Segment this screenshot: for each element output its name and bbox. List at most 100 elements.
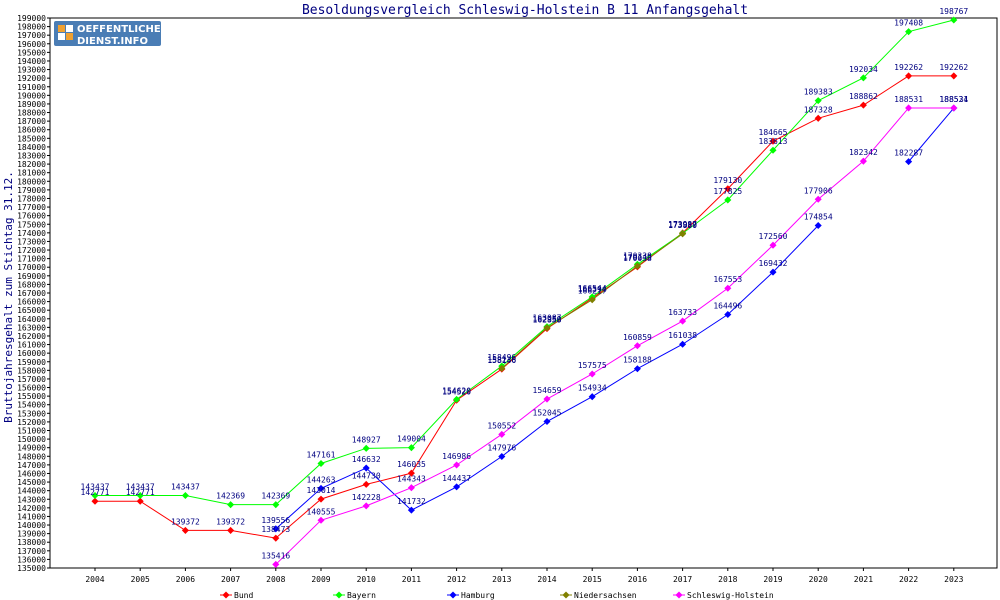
data-point-bayern bbox=[272, 501, 280, 509]
data-label-bund: 146035 bbox=[397, 460, 426, 469]
y-tick-label: 188000 bbox=[17, 109, 46, 118]
data-label-hamburg: 164496 bbox=[713, 302, 742, 311]
y-tick-label: 180000 bbox=[17, 177, 46, 186]
x-tick-label: 2013 bbox=[492, 575, 511, 584]
chart-title: Besoldungsvergleich Schleswig-Holstein B… bbox=[302, 3, 748, 18]
y-tick-label: 182000 bbox=[17, 160, 46, 169]
y-tick-label: 143000 bbox=[17, 495, 46, 504]
data-point-schleswig-holstein bbox=[679, 317, 687, 325]
data-label-bayern: 192034 bbox=[849, 65, 878, 74]
data-point-bund bbox=[272, 534, 280, 542]
data-label-bayern: 189383 bbox=[804, 88, 833, 97]
x-tick-label: 2011 bbox=[402, 575, 421, 584]
y-tick-label: 161000 bbox=[17, 341, 46, 350]
data-label-bayern: 166544 bbox=[578, 284, 607, 293]
data-label-hamburg: 188524 bbox=[939, 95, 968, 104]
y-tick-label: 178000 bbox=[17, 194, 46, 203]
y-tick-label: 191000 bbox=[17, 83, 46, 92]
data-label-bund: 184665 bbox=[759, 128, 788, 137]
y-tick-label: 153000 bbox=[17, 409, 46, 418]
y-tick-label: 197000 bbox=[17, 31, 46, 40]
data-label-bayern: 183613 bbox=[759, 137, 788, 146]
data-label-bayern: 142369 bbox=[216, 492, 245, 501]
data-point-schleswig-holstein bbox=[543, 395, 551, 403]
y-tick-label: 146000 bbox=[17, 469, 46, 478]
data-label-hamburg: 152045 bbox=[533, 409, 562, 418]
legend-marker-bund bbox=[222, 591, 230, 599]
data-label-niedersachsen: 158236 bbox=[487, 355, 516, 364]
x-tick-label: 2015 bbox=[583, 575, 602, 584]
data-point-schleswig-holstein bbox=[950, 104, 958, 112]
y-tick-label: 157000 bbox=[17, 375, 46, 384]
data-label-bayern: 147161 bbox=[307, 450, 336, 459]
data-label-bund: 139372 bbox=[171, 517, 200, 526]
legend-label-bayern: Bayern bbox=[347, 591, 376, 600]
y-tick-label: 162000 bbox=[17, 332, 46, 341]
y-tick-label: 160000 bbox=[17, 349, 46, 358]
y-tick-label: 150000 bbox=[17, 435, 46, 444]
data-point-schleswig-holstein bbox=[905, 104, 913, 112]
data-point-hamburg bbox=[453, 483, 461, 491]
data-point-schleswig-holstein bbox=[362, 502, 370, 510]
data-point-schleswig-holstein bbox=[814, 195, 822, 203]
data-point-bund bbox=[317, 495, 325, 503]
data-label-bayern: 173939 bbox=[668, 220, 697, 229]
y-tick-label: 177000 bbox=[17, 203, 46, 212]
data-label-bayern: 143437 bbox=[126, 482, 155, 491]
legend-marker-niedersachsen bbox=[562, 591, 570, 599]
data-label-hamburg: 174854 bbox=[804, 213, 833, 222]
data-point-hamburg bbox=[724, 310, 732, 319]
data-point-schleswig-holstein bbox=[272, 560, 280, 568]
y-tick-label: 196000 bbox=[17, 40, 46, 49]
data-point-bayern bbox=[950, 16, 958, 24]
data-point-niedersachsen bbox=[679, 230, 687, 238]
data-point-bund bbox=[859, 101, 867, 109]
data-point-hamburg bbox=[272, 525, 280, 533]
data-point-schleswig-holstein bbox=[453, 461, 461, 469]
y-tick-label: 192000 bbox=[17, 74, 46, 83]
y-tick-label: 165000 bbox=[17, 306, 46, 315]
y-tick-label: 194000 bbox=[17, 57, 46, 66]
y-tick-label: 158000 bbox=[17, 366, 46, 375]
data-point-bayern bbox=[769, 146, 777, 154]
series-group bbox=[91, 16, 958, 568]
y-tick-label: 135000 bbox=[17, 564, 46, 573]
data-point-bund bbox=[814, 114, 822, 122]
data-point-bayern bbox=[724, 196, 732, 204]
x-tick-label: 2017 bbox=[673, 575, 692, 584]
y-tick-label: 167000 bbox=[17, 289, 46, 298]
data-label-schleswig-holstein: 172560 bbox=[759, 232, 788, 241]
legend-marker-schleswig-holstein bbox=[675, 591, 683, 599]
y-tick-label: 170000 bbox=[17, 263, 46, 272]
data-point-hamburg bbox=[543, 417, 551, 426]
data-point-bayern bbox=[317, 459, 325, 468]
y-tick-label: 176000 bbox=[17, 212, 46, 221]
y-tick-label: 138000 bbox=[17, 538, 46, 547]
y-tick-label: 186000 bbox=[17, 126, 46, 135]
x-tick-label: 2012 bbox=[447, 575, 466, 584]
data-label-hamburg: 161038 bbox=[668, 331, 697, 340]
y-tick-label: 195000 bbox=[17, 48, 46, 57]
x-tick-label: 2023 bbox=[944, 575, 963, 584]
data-point-schleswig-holstein bbox=[498, 430, 506, 438]
data-label-bayern: 170338 bbox=[623, 251, 652, 260]
legend-label-niedersachsen: Niedersachsen bbox=[574, 591, 637, 600]
data-label-bund: 192262 bbox=[939, 63, 968, 72]
data-point-niedersachsen bbox=[543, 324, 551, 332]
data-label-hamburg: 139556 bbox=[261, 516, 290, 525]
data-label-schleswig-holstein: 154659 bbox=[533, 386, 562, 395]
data-point-hamburg bbox=[769, 268, 777, 276]
y-axis-label: Bruttojahresgehalt zum Stichtag 31.12. bbox=[2, 171, 15, 423]
data-label-niedersachsen: 170149 bbox=[623, 253, 652, 262]
x-tick-label: 2005 bbox=[131, 575, 150, 584]
y-tick-label: 185000 bbox=[17, 134, 46, 143]
x-tick-label: 2020 bbox=[809, 575, 828, 584]
y-tick-label: 152000 bbox=[17, 418, 46, 427]
data-label-bayern: 149004 bbox=[397, 435, 426, 444]
y-tick-label: 175000 bbox=[17, 220, 46, 229]
y-tick-label: 199000 bbox=[17, 14, 46, 23]
series-line-hamburg bbox=[908, 107, 955, 162]
data-label-bund: 139372 bbox=[216, 517, 245, 526]
data-point-schleswig-holstein bbox=[724, 284, 732, 292]
